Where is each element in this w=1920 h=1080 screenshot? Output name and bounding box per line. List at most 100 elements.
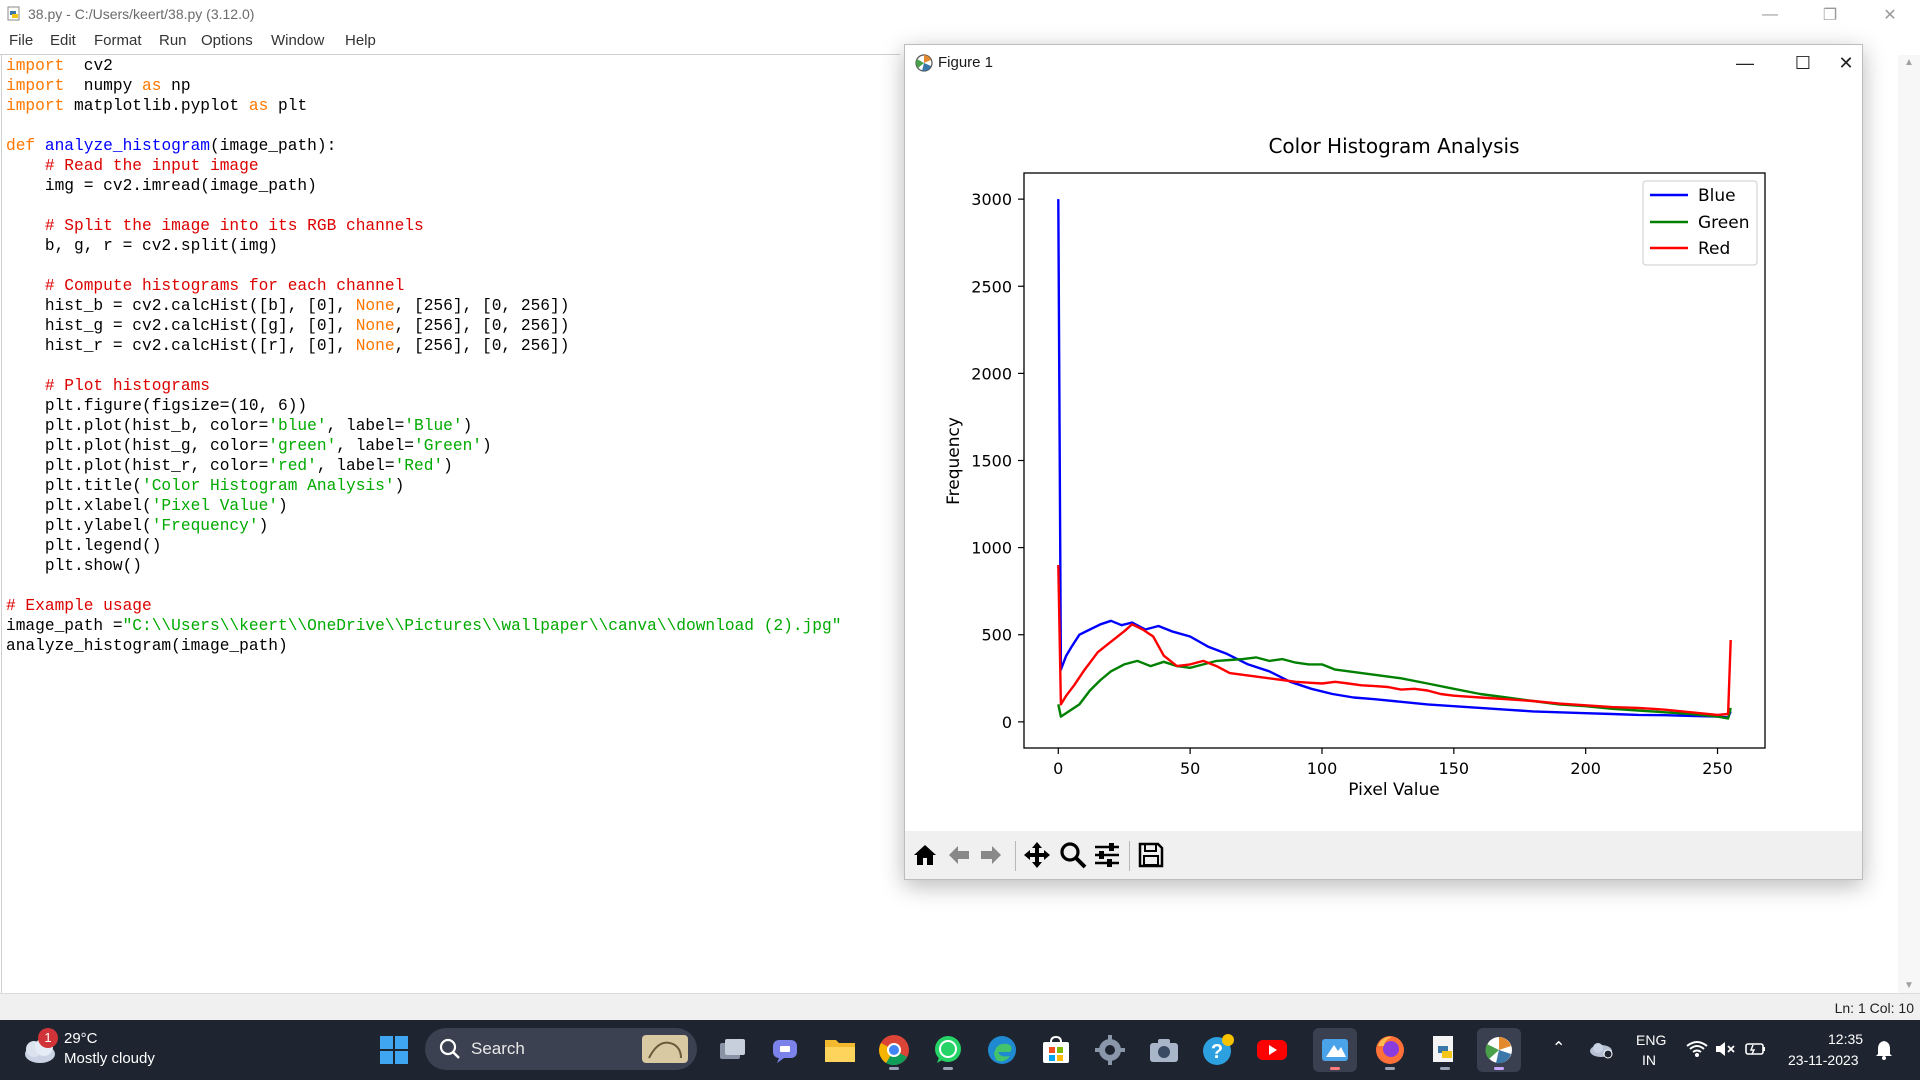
matplotlib-figure-button[interactable]: [1477, 1028, 1521, 1072]
figure-minimize-button[interactable]: —: [1736, 52, 1754, 73]
code-line[interactable]: import matplotlib.pyplot as plt: [6, 97, 307, 115]
code-line[interactable]: plt.title('Color Histogram Analysis'): [6, 477, 404, 495]
show-hidden-icons-chevron-icon[interactable]: ⌃: [1552, 1040, 1566, 1057]
figure-maximize-button[interactable]: ☐: [1794, 52, 1812, 73]
y-tick-label: 3000: [971, 190, 1012, 209]
figure-close-button[interactable]: ✕: [1838, 52, 1854, 73]
code-token: ): [482, 437, 492, 455]
skype-button[interactable]: ?: [1196, 1028, 1240, 1072]
whatsapp-button[interactable]: [926, 1028, 970, 1072]
forward-button[interactable]: [975, 839, 1007, 871]
menu-run[interactable]: Run: [159, 32, 187, 49]
taskbar-search[interactable]: Search: [425, 1028, 697, 1070]
clock-time[interactable]: 12:35: [1828, 1031, 1864, 1047]
code-line[interactable]: image_path ="C:\\Users\\keert\\OneDrive\…: [6, 617, 841, 635]
code-line[interactable]: # Plot histograms: [6, 377, 210, 395]
search-icon: [439, 1038, 460, 1059]
code-line[interactable]: hist_g = cv2.calcHist([g], [0], None, [2…: [6, 317, 570, 335]
home-button[interactable]: [909, 839, 941, 871]
zoom-button[interactable]: [1057, 839, 1089, 871]
code-line[interactable]: plt.show(): [6, 557, 142, 575]
battery-icon[interactable]: [1744, 1040, 1766, 1058]
code-line[interactable]: import numpy as np: [6, 77, 191, 95]
editor-scrollbar[interactable]: ▲ ▼: [1898, 55, 1920, 993]
menu-format[interactable]: Format: [94, 32, 142, 49]
menu-window[interactable]: Window: [271, 32, 325, 49]
wifi-icon[interactable]: [1686, 1040, 1708, 1058]
code-text[interactable]: import cv2 import numpy as np import mat…: [6, 56, 841, 656]
scroll-down-icon[interactable]: ▼: [1904, 980, 1914, 991]
x-tick-label: 0: [1053, 759, 1063, 778]
code-line[interactable]: def analyze_histogram(image_path):: [6, 137, 336, 155]
code-token: 'Green': [414, 437, 482, 455]
code-line[interactable]: plt.plot(hist_r, color='red', label='Red…: [6, 457, 453, 475]
code-line[interactable]: # Example usage: [6, 597, 152, 615]
code-line[interactable]: import cv2: [6, 57, 113, 75]
figure-canvas[interactable]: Color Histogram Analysis 0 50 100 150 200 250…: [905, 81, 1862, 831]
microsoft-store-button[interactable]: [1034, 1028, 1078, 1072]
pan-button[interactable]: [1021, 839, 1053, 871]
whatsapp-icon: [935, 1036, 961, 1063]
code-line[interactable]: plt.plot(hist_g, color='green', label='G…: [6, 437, 492, 455]
code-token: [6, 217, 45, 235]
windows-logo-icon: [380, 1036, 408, 1064]
menu-help[interactable]: Help: [345, 32, 376, 49]
svg-text:?: ?: [1211, 1041, 1223, 1063]
onedrive-icon[interactable]: [1588, 1038, 1614, 1060]
code-token: 'Blue': [404, 417, 463, 435]
paint-button[interactable]: [1313, 1028, 1357, 1072]
chat-icon: [773, 1040, 797, 1063]
search-highlight-icon: [642, 1035, 688, 1063]
language-region[interactable]: IN: [1642, 1052, 1656, 1068]
chrome-button[interactable]: [872, 1028, 916, 1072]
code-line[interactable]: analyze_histogram(image_path): [6, 637, 288, 655]
menu-file[interactable]: File: [9, 32, 34, 49]
code-token: plt.figure(figsize=(10, 6)): [6, 397, 308, 415]
file-explorer-button[interactable]: [818, 1028, 862, 1072]
save-figure-button[interactable]: [1135, 839, 1167, 871]
legend-label-green: Green: [1698, 213, 1749, 233]
code-line[interactable]: hist_b = cv2.calcHist([b], [0], None, [2…: [6, 297, 570, 315]
code-line[interactable]: # Compute histograms for each channel: [6, 277, 404, 295]
code-token: ): [462, 417, 473, 435]
code-token: 'Frequency': [151, 517, 259, 535]
menu-options[interactable]: Options: [201, 32, 253, 49]
running-indicator: [889, 1067, 899, 1070]
code-line[interactable]: img = cv2.imread(image_path): [6, 177, 317, 195]
code-line[interactable]: hist_r = cv2.calcHist([r], [0], None, [2…: [6, 337, 570, 355]
code-line[interactable]: # Split the image into its RGB channels: [6, 217, 424, 235]
idle-minimize-button[interactable]: —: [1762, 5, 1778, 23]
speaker-muted-icon[interactable]: [1714, 1040, 1736, 1058]
edge-button[interactable]: [980, 1028, 1024, 1072]
code-line[interactable]: plt.legend(): [6, 537, 162, 555]
start-button[interactable]: [372, 1028, 416, 1072]
python-idle-button[interactable]: [1423, 1028, 1467, 1072]
youtube-icon: [1257, 1040, 1287, 1060]
code-token: plt.plot(hist_r, color=: [6, 457, 269, 475]
language-indicator[interactable]: ENG: [1636, 1032, 1667, 1048]
code-line[interactable]: b, g, r = cv2.split(img): [6, 237, 278, 255]
code-line[interactable]: plt.xlabel('Pixel Value'): [6, 497, 288, 515]
notification-bell-icon[interactable]: [1874, 1039, 1894, 1061]
code-token: plt.show(): [6, 557, 142, 575]
code-line[interactable]: plt.ylabel('Frequency'): [6, 517, 268, 535]
teams-chat-button[interactable]: [764, 1028, 808, 1072]
menu-edit[interactable]: Edit: [50, 32, 76, 49]
settings-button[interactable]: [1088, 1028, 1132, 1072]
firefox-button[interactable]: [1368, 1028, 1412, 1072]
code-line[interactable]: plt.figure(figsize=(10, 6)): [6, 397, 307, 415]
idle-close-button[interactable]: ✕: [1883, 6, 1897, 24]
back-button[interactable]: [943, 839, 975, 871]
idle-restore-button[interactable]: ❐: [1822, 6, 1838, 24]
code-line[interactable]: plt.plot(hist_b, color='blue', label='Bl…: [6, 417, 472, 435]
task-view-button[interactable]: [710, 1028, 754, 1072]
configure-subplots-button[interactable]: [1091, 839, 1123, 871]
camera-button[interactable]: [1142, 1028, 1186, 1072]
clock-date[interactable]: 23-11-2023: [1788, 1052, 1859, 1068]
code-token: hist_b = cv2.calcHist([b], [0],: [6, 297, 356, 315]
youtube-button[interactable]: [1250, 1028, 1294, 1072]
code-line[interactable]: # Read the input image: [6, 157, 259, 175]
scroll-up-icon[interactable]: ▲: [1904, 57, 1914, 68]
move-icon: [1024, 842, 1050, 868]
firefox-icon: [1376, 1036, 1404, 1064]
